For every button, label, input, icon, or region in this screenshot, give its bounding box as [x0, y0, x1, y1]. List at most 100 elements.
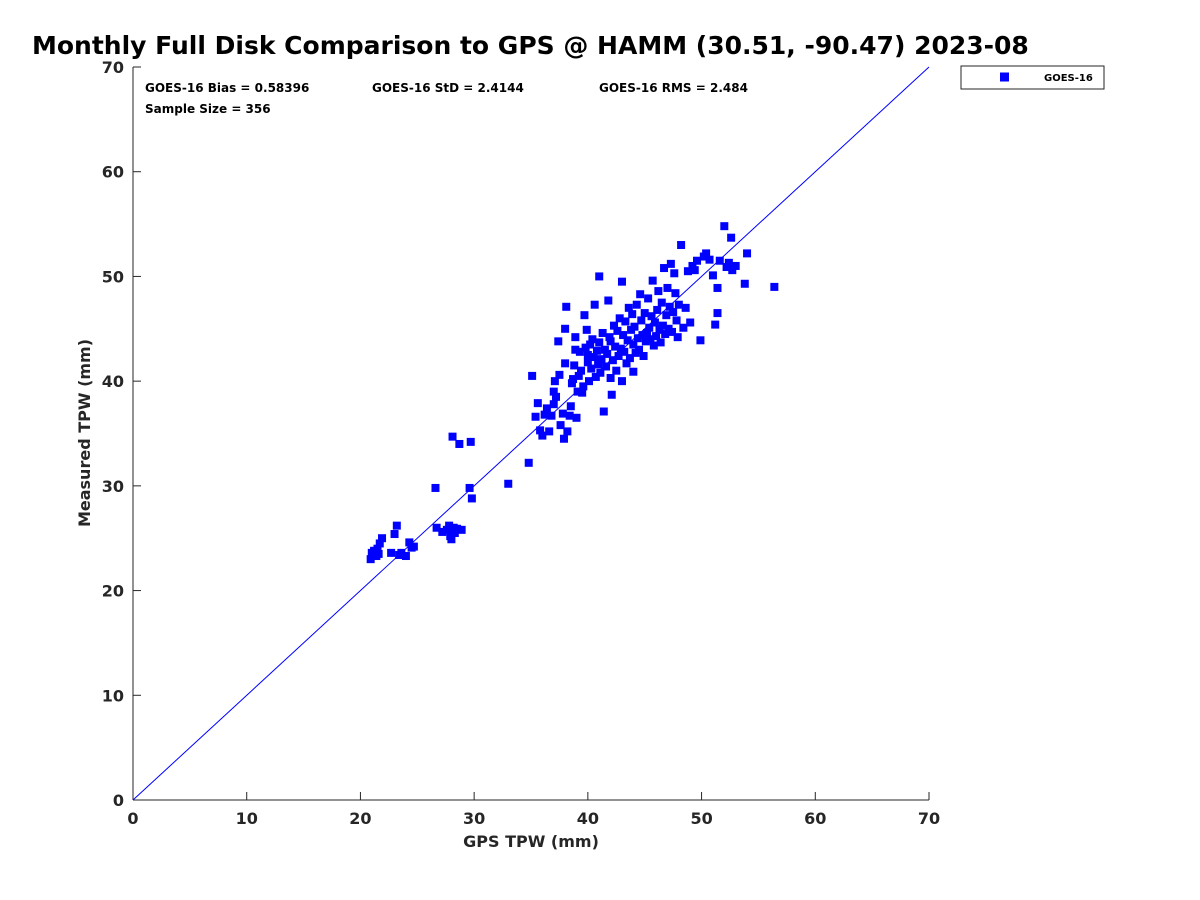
- y-tick-label: 10: [102, 686, 124, 705]
- data-point: [577, 366, 586, 375]
- data-point: [637, 316, 646, 325]
- data-point: [569, 375, 578, 384]
- x-tick-label: 40: [577, 809, 599, 828]
- data-point: [720, 222, 729, 231]
- data-point: [647, 312, 656, 321]
- data-point: [650, 318, 659, 327]
- data-point: [608, 356, 617, 365]
- data-point: [542, 404, 551, 413]
- data-point: [583, 350, 592, 359]
- data-point: [595, 272, 604, 281]
- y-tick-label: 30: [102, 477, 124, 496]
- data-point: [554, 337, 563, 346]
- x-tick-label: 0: [127, 809, 138, 828]
- data-point: [653, 305, 662, 314]
- data-point: [538, 431, 547, 440]
- y-axis-label: Measured TPW (mm): [75, 339, 94, 527]
- data-point: [683, 267, 692, 276]
- data-point: [447, 535, 456, 544]
- y-tick-label: 50: [102, 267, 124, 286]
- data-point: [455, 439, 464, 448]
- data-point: [571, 333, 580, 342]
- data-point: [561, 359, 570, 368]
- data-point: [409, 542, 418, 551]
- data-point: [405, 538, 414, 547]
- data-point: [545, 427, 554, 436]
- data-point: [524, 458, 533, 467]
- data-point: [590, 300, 599, 309]
- data-point: [674, 300, 683, 309]
- data-point: [666, 259, 675, 268]
- data-point: [630, 322, 639, 331]
- data-point: [727, 233, 736, 242]
- data-point: [558, 409, 567, 418]
- data-point: [375, 539, 384, 548]
- data-point: [661, 330, 670, 339]
- data-point: [617, 277, 626, 286]
- data-point: [669, 308, 678, 317]
- data-point: [559, 434, 568, 443]
- data-point: [656, 338, 665, 347]
- data-point: [597, 355, 606, 364]
- data-point: [528, 371, 537, 380]
- data-point: [567, 379, 576, 388]
- x-tick-label: 70: [918, 809, 940, 828]
- data-point: [606, 374, 615, 383]
- data-point: [622, 359, 631, 368]
- data-point: [466, 437, 475, 446]
- data-point: [550, 377, 559, 386]
- x-tick-label: 60: [804, 809, 826, 828]
- data-points: [366, 222, 779, 564]
- data-point: [724, 258, 733, 267]
- data-point: [612, 366, 621, 375]
- data-point: [581, 343, 590, 352]
- data-point: [598, 328, 607, 337]
- data-point: [607, 390, 616, 399]
- data-point: [432, 523, 441, 532]
- stat-sample-size: Sample Size = 356: [145, 102, 271, 116]
- data-point: [654, 287, 663, 296]
- data-point: [645, 323, 654, 332]
- data-point: [603, 349, 612, 358]
- data-point: [619, 331, 628, 340]
- data-point: [438, 527, 447, 536]
- data-point: [638, 331, 647, 340]
- data-point: [586, 340, 595, 349]
- data-point: [677, 241, 686, 250]
- stat-rms: GOES-16 RMS = 2.484: [599, 81, 748, 95]
- data-point: [702, 249, 711, 258]
- data-point: [671, 289, 680, 298]
- data-point: [770, 282, 779, 291]
- data-point: [617, 377, 626, 386]
- legend: GOES-16: [960, 65, 1105, 90]
- data-point: [611, 342, 620, 351]
- data-point: [663, 283, 672, 292]
- stats-annotation: GOES-16 Bias = 0.58396 GOES-16 StD = 2.4…: [145, 81, 748, 116]
- data-point: [390, 530, 399, 539]
- one-to-one-reference-line: [132, 66, 930, 801]
- data-point: [605, 333, 614, 342]
- data-point: [713, 309, 722, 318]
- data-point: [610, 321, 619, 330]
- data-point: [445, 521, 454, 530]
- y-ticks: 0 10 20 30 40 50 60 70: [102, 58, 141, 810]
- data-point: [596, 368, 605, 377]
- data-point: [565, 411, 574, 420]
- data-point: [713, 283, 722, 292]
- data-point: [600, 345, 609, 354]
- data-point: [690, 266, 699, 275]
- data-point: [629, 340, 638, 349]
- y-tick-label: 70: [102, 58, 124, 77]
- data-point: [373, 544, 382, 553]
- data-point: [552, 392, 561, 401]
- data-point: [668, 327, 677, 336]
- y-tick-label: 0: [113, 791, 124, 810]
- data-point: [693, 256, 702, 265]
- y-tick-label: 40: [102, 372, 124, 391]
- data-point: [582, 325, 591, 334]
- data-point: [711, 320, 720, 329]
- data-point: [644, 294, 653, 303]
- data-point: [602, 362, 611, 371]
- data-point: [549, 400, 558, 409]
- data-point: [722, 263, 731, 272]
